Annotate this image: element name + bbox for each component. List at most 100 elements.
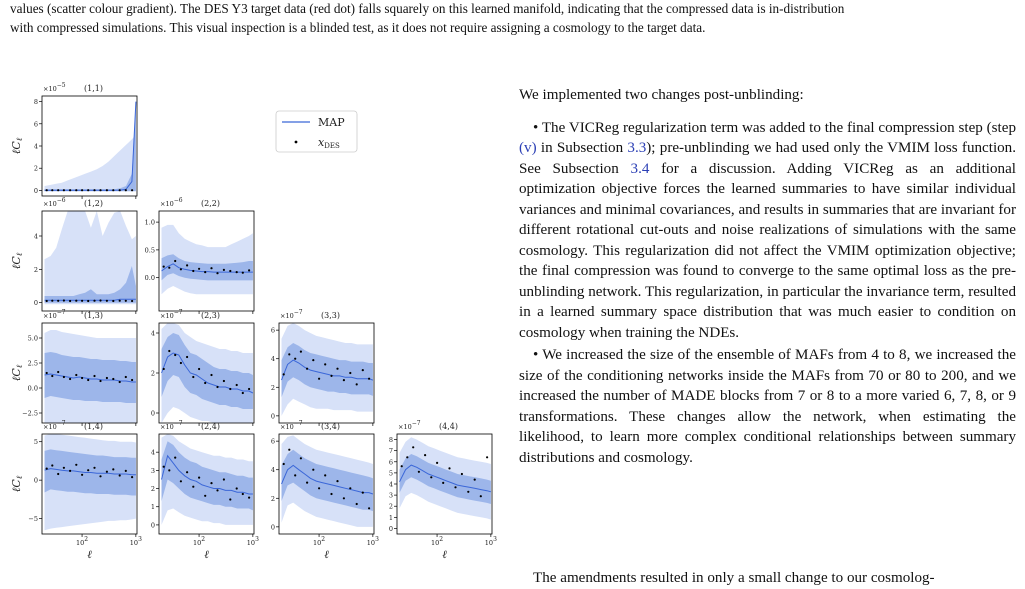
y-tick-label: 2.5 xyxy=(28,360,38,368)
data-point xyxy=(112,189,115,192)
y-tick-label: 0.0 xyxy=(145,274,155,282)
inner-band xyxy=(161,441,253,511)
y-tick-label: 4 xyxy=(151,449,155,457)
data-point xyxy=(222,379,225,383)
data-point xyxy=(479,495,482,498)
x-tick-label: 103 xyxy=(247,536,259,547)
data-point xyxy=(448,467,451,470)
scale-exponent: −7 xyxy=(174,420,183,427)
ref-step-v-link[interactable]: (v) xyxy=(519,140,537,156)
data-point xyxy=(69,299,72,303)
legend-des-label: xDES xyxy=(318,136,340,150)
scale-exponent: −7 xyxy=(57,420,66,427)
scale-base: ×10 xyxy=(160,200,174,208)
scale-exponent: 3 xyxy=(255,536,259,543)
closing-paragraph: The amendments resulted in only a small … xyxy=(533,570,935,586)
data-point xyxy=(118,380,121,384)
x-tick-label: 102 xyxy=(193,536,205,547)
y-tick-label: 3 xyxy=(389,492,393,500)
x-tick-label: 102 xyxy=(313,536,325,547)
legend-des-symbol: x xyxy=(318,136,325,149)
data-point xyxy=(235,487,238,490)
x-axis-label: ℓ xyxy=(324,548,329,561)
data-point xyxy=(174,456,177,459)
y-tick-label: 4 xyxy=(34,233,38,241)
y-tick-label: −5 xyxy=(28,515,38,523)
inner-band xyxy=(44,352,136,403)
x-tick-label: 103 xyxy=(367,536,379,547)
data-point xyxy=(168,266,171,269)
data-point xyxy=(186,264,189,267)
y-tick-label: 0 xyxy=(34,187,38,195)
y-tick-label: 2 xyxy=(151,485,155,493)
data-point xyxy=(87,299,90,303)
data-point xyxy=(210,373,213,377)
y-tick-label: 6 xyxy=(271,327,275,335)
scale-label: ×10−7 xyxy=(160,420,183,431)
scale-label: ×10−5 xyxy=(43,82,66,93)
y-tick-label: 2 xyxy=(34,266,38,274)
data-point xyxy=(318,487,321,490)
data-point xyxy=(62,189,65,192)
legend-des-swatch xyxy=(294,140,298,144)
scale-base: ×10 xyxy=(160,312,174,320)
data-point xyxy=(306,481,309,484)
legend: MAP xDES xyxy=(275,110,358,153)
scale-exponent: −5 xyxy=(57,82,66,89)
data-point xyxy=(57,472,60,476)
y-tick-label: 2 xyxy=(271,495,275,503)
ref-subsection-3-4-link[interactable]: 3.4 xyxy=(630,160,650,177)
data-point xyxy=(124,469,127,472)
data-point xyxy=(400,465,403,468)
map-line xyxy=(44,468,136,476)
data-point xyxy=(229,387,232,391)
map-line xyxy=(161,263,253,273)
outer-band xyxy=(44,211,136,305)
data-point xyxy=(336,367,339,370)
data-point xyxy=(118,189,121,192)
data-point xyxy=(222,478,225,481)
panel-label: (2,3) xyxy=(201,311,220,320)
y-tick-label: 6 xyxy=(271,438,275,446)
scale-label: ×10−6 xyxy=(160,197,183,208)
data-point xyxy=(204,271,207,274)
data-point xyxy=(131,189,134,192)
data-point xyxy=(235,383,238,387)
legend-map-label: MAP xyxy=(318,116,345,129)
y-tick-label: 2 xyxy=(271,384,275,392)
data-point xyxy=(45,299,48,303)
scale-base: 10 xyxy=(485,539,493,547)
inner-band xyxy=(161,254,253,281)
scale-label: ×10−6 xyxy=(43,197,66,208)
panel-frame xyxy=(158,210,255,312)
y-tick-label: 4 xyxy=(271,355,275,363)
data-point xyxy=(105,189,108,192)
data-point xyxy=(424,454,427,457)
map-line xyxy=(281,464,374,495)
data-point xyxy=(294,474,297,477)
legend-des-subscript: DES xyxy=(324,142,340,150)
y-axis-label: ℓCℓ xyxy=(10,475,24,492)
data-point xyxy=(45,189,48,192)
data-point xyxy=(204,494,207,497)
data-point xyxy=(75,373,78,377)
data-point xyxy=(248,269,251,272)
scale-label: ×10−7 xyxy=(43,309,66,320)
scale-exponent: −7 xyxy=(294,420,303,427)
y-tick-label: 6 xyxy=(389,458,393,466)
data-point xyxy=(282,462,285,466)
data-point xyxy=(51,374,54,378)
y-tick-label: 7 xyxy=(389,447,393,455)
data-point xyxy=(330,492,333,496)
y-tick-label: 1.0 xyxy=(145,219,155,227)
scale-base: ×10 xyxy=(43,85,57,93)
scale-exponent: 2 xyxy=(84,536,88,543)
ref-subsection-3-3-link[interactable]: 3.3 xyxy=(627,140,647,156)
data-point xyxy=(324,363,327,366)
panel-frame xyxy=(41,210,138,312)
y-tick-label: 5.0 xyxy=(28,335,38,343)
data-point xyxy=(192,269,195,273)
y-axis-label-text: ℓC xyxy=(10,256,23,270)
